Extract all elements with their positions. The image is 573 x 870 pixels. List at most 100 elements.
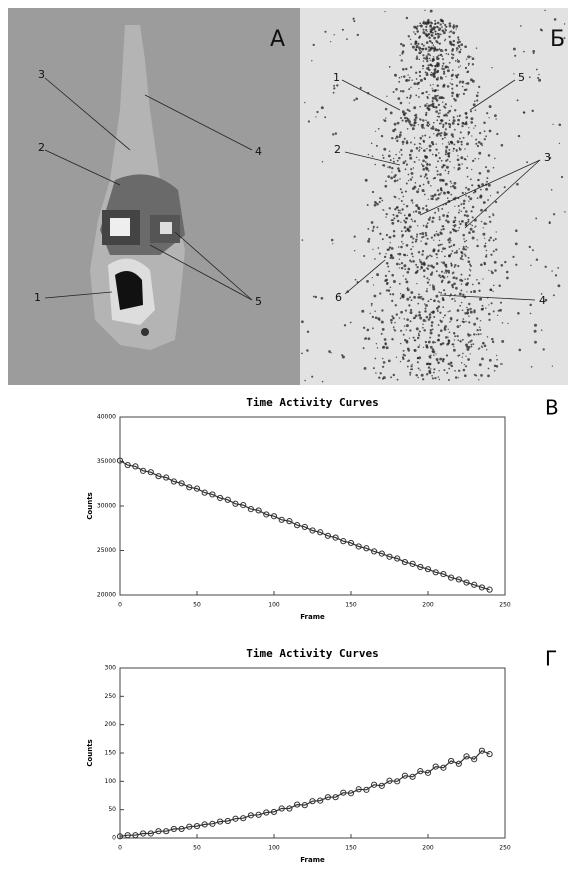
- speckle: [418, 36, 421, 39]
- speckle: [408, 76, 411, 79]
- speckle: [480, 263, 483, 267]
- speckle: [453, 265, 456, 268]
- speckle: [452, 53, 455, 56]
- speckle: [444, 136, 446, 139]
- speckle: [434, 89, 437, 92]
- speckle: [466, 155, 469, 157]
- speckle: [480, 208, 483, 212]
- speckle: [418, 74, 422, 77]
- speckle: [404, 119, 408, 123]
- speckle: [416, 25, 419, 28]
- speckle: [418, 330, 421, 333]
- speckle: [435, 134, 439, 137]
- callout: 3: [38, 68, 45, 81]
- speckle: [452, 224, 454, 227]
- speckle: [427, 66, 430, 69]
- speckle: [432, 216, 435, 220]
- speckle: [394, 207, 397, 211]
- speckle: [483, 138, 486, 141]
- speckle: [400, 76, 403, 78]
- speckle: [452, 31, 456, 35]
- speckle: [372, 367, 375, 370]
- speckle: [526, 161, 529, 164]
- speckle: [558, 142, 561, 145]
- speckle: [435, 78, 438, 80]
- speckle: [447, 341, 451, 345]
- speckle: [447, 310, 449, 313]
- speckle: [458, 227, 461, 229]
- speckle: [403, 214, 406, 217]
- speckle: [438, 122, 442, 125]
- speckle: [445, 265, 448, 268]
- plot-frame: [119, 667, 506, 839]
- speckle: [471, 57, 475, 61]
- data-point: [232, 500, 239, 507]
- speckle: [398, 76, 401, 79]
- y-tick-label: 20000: [97, 592, 116, 599]
- speckle: [390, 318, 393, 322]
- speckle: [417, 302, 420, 305]
- speckle: [455, 47, 459, 50]
- speckle: [445, 165, 449, 169]
- speckle: [427, 52, 430, 56]
- speckle: [383, 209, 385, 211]
- data-point: [286, 518, 293, 525]
- speckle: [457, 204, 460, 208]
- speckle: [458, 209, 461, 211]
- data-point: [455, 576, 462, 583]
- speckle: [473, 100, 476, 103]
- data-point: [371, 781, 378, 788]
- speckle: [446, 69, 450, 73]
- speckle: [418, 313, 422, 317]
- speckle: [442, 275, 444, 277]
- speckle: [421, 164, 425, 168]
- speckle: [448, 331, 451, 334]
- speckle: [416, 282, 418, 285]
- speckle: [408, 337, 411, 339]
- speckle: [505, 270, 509, 274]
- speckle: [378, 201, 381, 204]
- speckle: [402, 143, 404, 145]
- speckle: [384, 274, 387, 277]
- speckle: [499, 308, 502, 312]
- speckle: [441, 342, 445, 345]
- speckle: [488, 358, 492, 362]
- speckle: [442, 22, 445, 25]
- speckle: [475, 94, 479, 98]
- speckle: [392, 160, 395, 163]
- speckle: [428, 68, 431, 72]
- speckle: [413, 31, 415, 33]
- speckle: [453, 339, 456, 341]
- speckle: [410, 299, 413, 302]
- speckle: [487, 374, 490, 378]
- speckle: [457, 123, 460, 126]
- speckle: [457, 377, 460, 379]
- speckle: [480, 333, 482, 335]
- speckle: [465, 355, 467, 357]
- speckle: [383, 255, 387, 259]
- callout: 2: [334, 143, 341, 156]
- speckle: [426, 59, 429, 63]
- speckle: [415, 57, 419, 60]
- speckle: [433, 193, 437, 197]
- speckle: [463, 199, 466, 203]
- speckle: [429, 59, 431, 61]
- speckle: [444, 153, 447, 156]
- speckle: [417, 206, 420, 209]
- speckle: [374, 310, 376, 313]
- speckle: [426, 277, 429, 280]
- speckle: [410, 261, 413, 263]
- speckle: [448, 271, 450, 274]
- speckle: [395, 262, 399, 266]
- data-point: [347, 790, 355, 797]
- speckle: [402, 333, 405, 336]
- data-point: [417, 563, 424, 571]
- chart-title: Time Activity Curves: [246, 396, 378, 409]
- speckle: [387, 154, 391, 158]
- speckle: [419, 260, 422, 263]
- speckle: [448, 61, 451, 64]
- speckle: [477, 348, 480, 350]
- speckle: [402, 44, 405, 47]
- speckle: [406, 339, 409, 343]
- speckle: [473, 311, 476, 314]
